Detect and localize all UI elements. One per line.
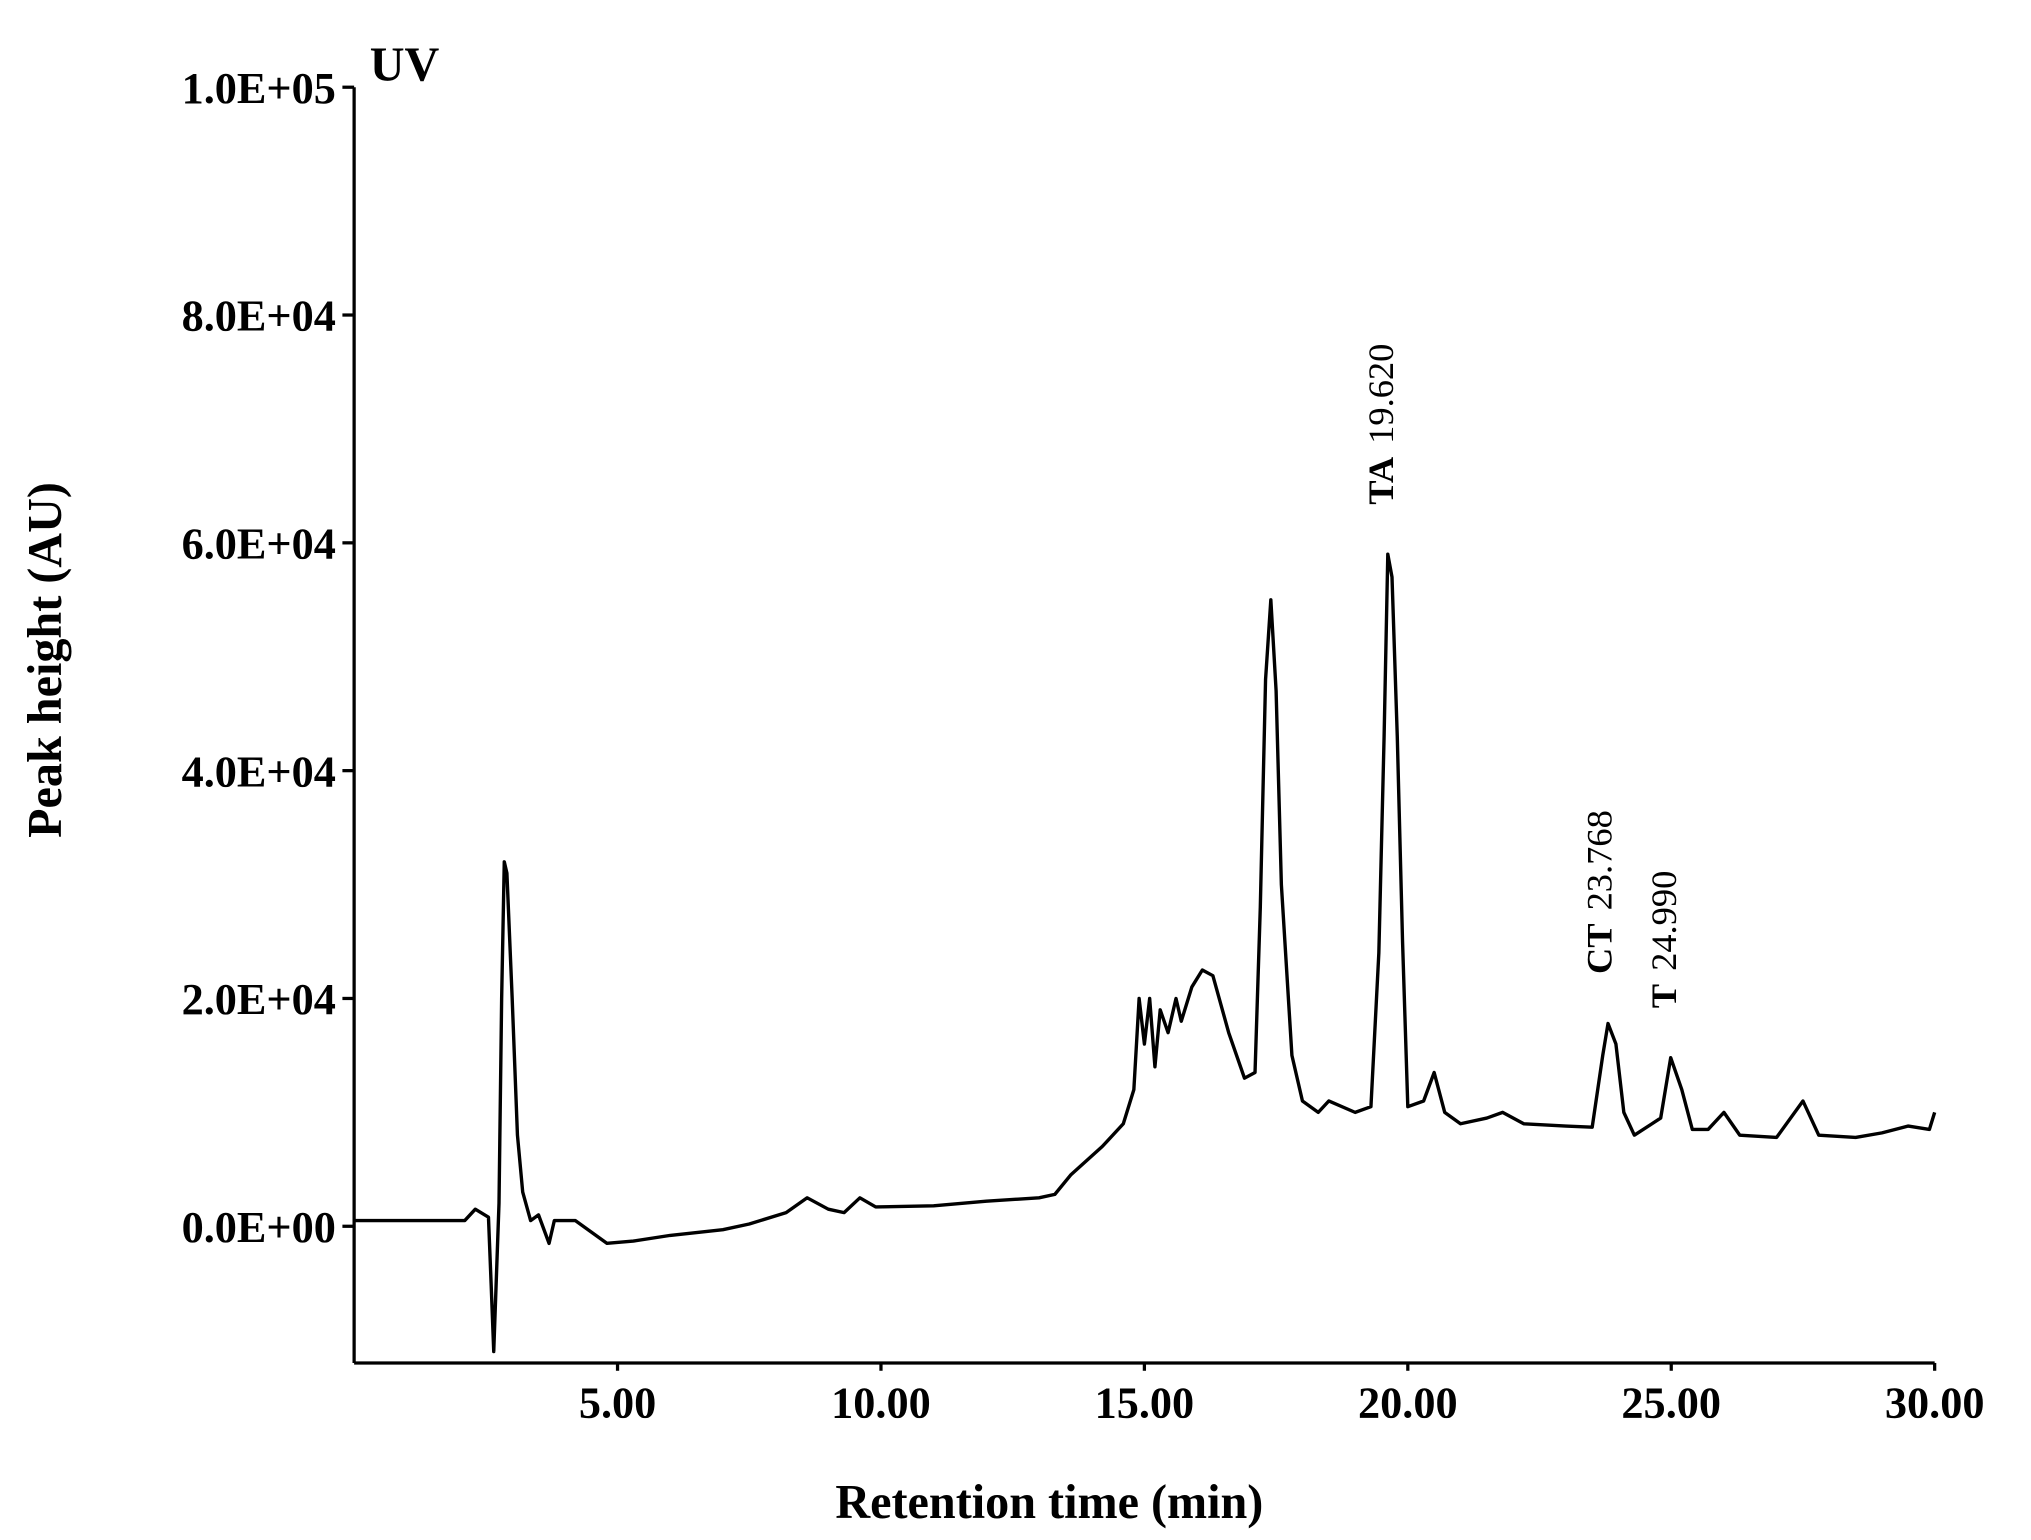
trace-line xyxy=(354,552,1937,1354)
peak-annotation: CT 23.768 xyxy=(1580,810,1620,974)
x-tick-label: 25.00 xyxy=(1621,1379,1721,1428)
y-axis-title: Peak height (AU) xyxy=(19,482,72,838)
x-tick-label: 30.00 xyxy=(1885,1379,1985,1428)
peak-name: CT xyxy=(1580,923,1620,974)
x-tick-label: 5.00 xyxy=(579,1379,656,1428)
y-tick-label: 8.0E+04 xyxy=(182,292,336,341)
peak-time: 23.768 xyxy=(1580,810,1620,910)
peak-annotation: TA 19.620 xyxy=(1361,344,1401,505)
peak-time: 24.990 xyxy=(1644,871,1684,971)
peak-name: TA xyxy=(1361,456,1401,505)
peak-time: 19.620 xyxy=(1361,344,1401,444)
x-axis-title: Retention time (min) xyxy=(835,1476,1263,1529)
chart-title: UV xyxy=(370,39,440,92)
y-tick-label: 4.0E+04 xyxy=(182,747,336,796)
y-tick-label: 2.0E+04 xyxy=(182,975,336,1024)
x-tick-label: 10.00 xyxy=(831,1379,931,1428)
x-tick-label: 20.00 xyxy=(1358,1379,1458,1428)
y-tick-label: 1.0E+05 xyxy=(182,64,336,113)
y-tick-label: 6.0E+04 xyxy=(182,519,336,568)
peak-name: T xyxy=(1644,984,1684,1008)
y-tick-label: 0.0E+00 xyxy=(182,1203,336,1252)
peak-annotation: T 24.990 xyxy=(1644,871,1684,1009)
x-tick-label: 15.00 xyxy=(1095,1379,1195,1428)
